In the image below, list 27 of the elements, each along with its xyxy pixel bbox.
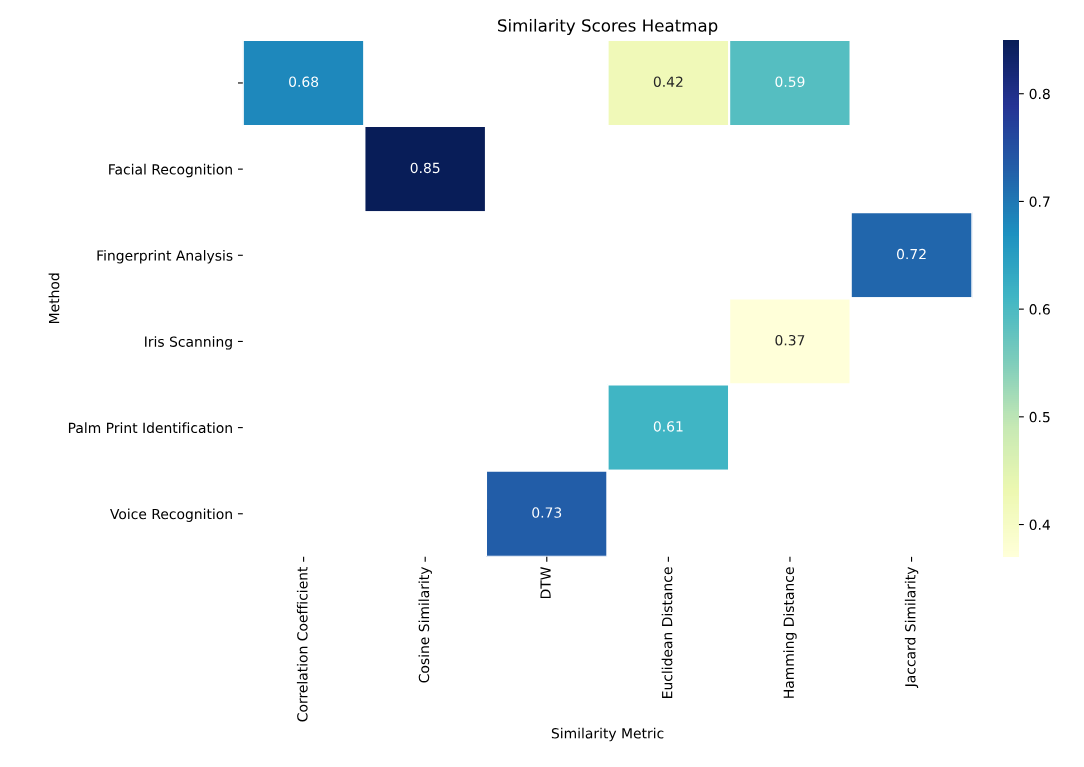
y-axis-title: Method: [48, 273, 60, 324]
y-tick-label: Voice Recognition: [110, 508, 232, 522]
x-tick-label: DTW: [540, 567, 551, 599]
y-tick-label: Palm Print Identification: [68, 422, 232, 434]
x-tick-label: Cosine Similarity: [418, 566, 432, 683]
data-label: 0.73: [532, 507, 562, 518]
x-tick-label: Jaccard Similarity: [904, 566, 919, 689]
x-tick-label: Euclidean Distance: [661, 567, 673, 698]
color-bar-label: 0.4: [1029, 519, 1050, 531]
x-tick-label: Correlation Coefficient: [296, 566, 308, 722]
data-label: 0.72: [897, 248, 926, 260]
data-label: 0.42: [653, 76, 683, 87]
chart-title: Similarity Scores Heatmap: [498, 18, 718, 36]
data-label: 0.85: [410, 162, 440, 174]
color-bar-label: 0.8: [1029, 88, 1050, 100]
y-tick-label: Fingerprint Analysis: [97, 250, 233, 264]
x-axis-title: Similarity Metric: [551, 727, 664, 742]
y-tick-label: Iris Scanning: [145, 336, 232, 350]
data-label: 0.68: [289, 76, 319, 87]
y-tick-label: Facial Recognition: [109, 163, 232, 178]
color-bar-label: 0.7: [1029, 196, 1050, 207]
color-bar-label: 0.5: [1029, 411, 1050, 423]
color-bar-label: 0.6: [1029, 304, 1050, 315]
data-label: 0.59: [775, 76, 805, 87]
data-label: 0.37: [775, 334, 805, 346]
x-tick-label: Hamming Distance: [783, 567, 797, 698]
data-label: 0.61: [653, 421, 683, 432]
